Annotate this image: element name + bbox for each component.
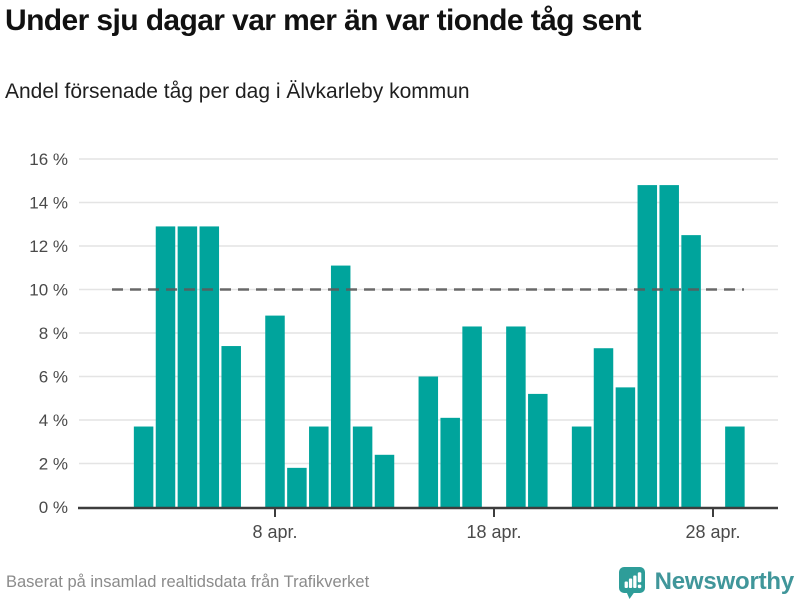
- bar: [506, 326, 526, 507]
- bar: [681, 235, 701, 507]
- bar: [615, 387, 636, 507]
- x-axis-tick-label: 28 apr.: [685, 522, 740, 542]
- y-axis-tick-label: 16 %: [29, 150, 68, 169]
- y-axis-tick-label: 0 %: [39, 498, 68, 517]
- bar: [440, 417, 460, 507]
- bar: [418, 376, 439, 507]
- x-axis-tick-label: 18 apr.: [466, 522, 521, 542]
- newsworthy-logo-text: Newsworthy: [654, 568, 795, 595]
- bar: [637, 185, 658, 507]
- bar: [528, 393, 548, 507]
- bar: [177, 226, 198, 508]
- bar: [593, 348, 614, 507]
- bar: [221, 346, 241, 507]
- bar: [309, 426, 329, 507]
- y-axis-tick-label: 10 %: [29, 281, 68, 300]
- y-axis-tick-label: 4 %: [39, 411, 68, 430]
- bar: [725, 426, 745, 507]
- source-note: Baserat på insamlad realtidsdata från Tr…: [6, 572, 370, 591]
- bar-chart: 0 % 2 % 4 % 6 % 8 % 10 % 12 % 14 % 16 % 8 apr. 18 …: [29, 150, 778, 542]
- chart-subtitle: Andel försenade tåg per dag i Älvkarleby…: [5, 80, 470, 103]
- newsworthy-logo-icon: [618, 566, 645, 599]
- bar: [330, 265, 351, 507]
- y-axis-tick-label: 6 %: [39, 368, 68, 387]
- x-axis-tick-label: 8 apr.: [252, 522, 297, 542]
- bar: [199, 226, 220, 508]
- y-axis-tick-label: 2 %: [39, 455, 68, 474]
- bar: [265, 315, 285, 507]
- chart-footer: Baserat på insamlad realtidsdata från Tr…: [6, 566, 794, 599]
- bar: [659, 185, 679, 507]
- bar: [374, 454, 395, 507]
- y-axis-tick-label: 14 %: [29, 194, 68, 213]
- bar: [155, 226, 176, 508]
- bar: [287, 467, 307, 507]
- bar: [352, 426, 373, 507]
- bar: [571, 426, 592, 507]
- y-axis-tick-label: 8 %: [39, 324, 68, 343]
- bar: [462, 326, 482, 507]
- chart-title: Under sju dagar var mer än var tionde tå…: [5, 4, 642, 37]
- bar: [133, 426, 154, 507]
- newsworthy-logo: Newsworthy: [618, 566, 794, 599]
- y-axis-tick-label: 12 %: [29, 237, 68, 256]
